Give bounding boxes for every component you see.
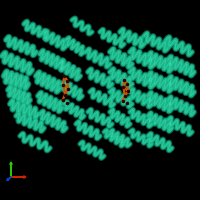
FancyArrow shape: [7, 177, 11, 181]
FancyArrow shape: [10, 162, 12, 177]
FancyArrow shape: [11, 176, 26, 178]
